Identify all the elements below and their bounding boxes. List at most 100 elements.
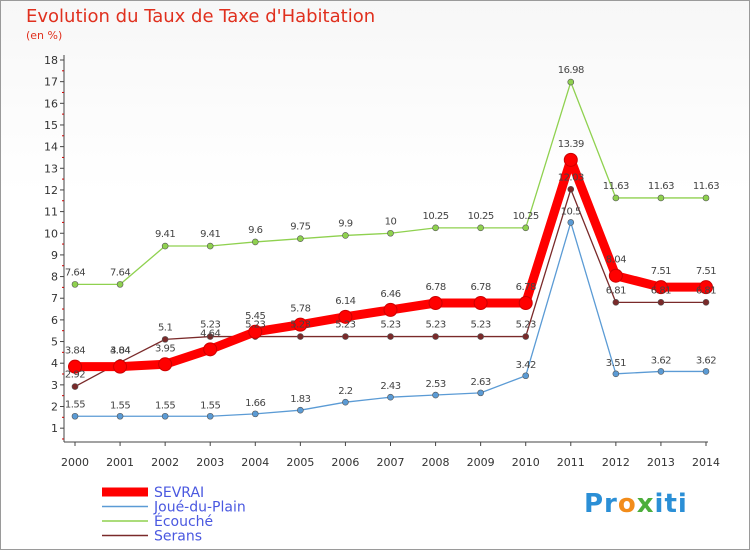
y-tick-label: 17 <box>44 76 58 89</box>
data-label: 5.23 <box>471 320 491 331</box>
data-point <box>161 336 169 343</box>
data-label: 2.43 <box>380 381 400 392</box>
data-label: 1.55 <box>110 400 130 411</box>
data-label: 2.53 <box>425 379 445 390</box>
data-point <box>251 410 259 418</box>
data-label: 10.25 <box>513 211 539 222</box>
data-label: 4.64 <box>200 328 220 339</box>
data-point <box>113 359 128 374</box>
data-point <box>338 309 353 324</box>
data-point <box>567 78 575 86</box>
data-label: 5.23 <box>245 320 265 331</box>
data-label: 9.6 <box>248 225 263 236</box>
data-point <box>432 391 439 399</box>
data-point <box>612 370 620 378</box>
data-label: 3.62 <box>651 355 671 366</box>
data-label: 3.42 <box>516 360 536 371</box>
data-point <box>116 412 124 420</box>
data-label: 3.51 <box>606 358 626 369</box>
y-tick-label: 6 <box>51 314 58 327</box>
proxiti-logo: Proxiti <box>584 489 688 519</box>
data-label: 5.23 <box>290 320 310 331</box>
x-tick-label: 2008 <box>422 456 450 469</box>
data-point <box>248 324 263 339</box>
data-label: 3.95 <box>155 343 175 354</box>
y-tick-label: 1 <box>51 422 58 435</box>
y-tick-label: 7 <box>51 292 58 305</box>
data-point <box>203 342 218 357</box>
data-label: 1.55 <box>200 400 220 411</box>
data-label: 5.45 <box>245 311 265 322</box>
data-label: 6.81 <box>696 285 716 296</box>
data-label: 7.64 <box>110 267 130 278</box>
legend-label: Joué-du-Plain <box>153 500 246 516</box>
data-point <box>387 333 394 340</box>
data-point <box>477 333 484 340</box>
data-point <box>251 238 259 246</box>
y-tick-label: 8 <box>51 271 58 284</box>
x-tick-label: 2006 <box>331 456 359 469</box>
data-label: 10.25 <box>423 211 449 222</box>
data-point <box>428 295 443 310</box>
data-point <box>432 333 439 340</box>
data-point <box>206 242 214 250</box>
x-tick-label: 2002 <box>151 456 179 469</box>
legend-label: Serans <box>154 529 202 545</box>
data-label: 2.2 <box>338 386 353 397</box>
data-point <box>702 299 710 306</box>
x-tick-label: 2013 <box>647 456 675 469</box>
data-label: 6.81 <box>606 285 626 296</box>
data-point <box>342 398 349 406</box>
data-label: 5.23 <box>200 320 220 331</box>
y-tick-label: 3 <box>51 379 58 392</box>
data-label: 7.64 <box>65 267 85 278</box>
data-point <box>563 152 578 167</box>
data-point <box>342 333 349 340</box>
data-point <box>702 194 710 202</box>
data-point <box>702 368 710 375</box>
data-point <box>657 194 665 202</box>
data-label: 6.78 <box>425 282 445 293</box>
data-label: 7.51 <box>651 266 671 277</box>
data-label: 5.23 <box>335 320 355 331</box>
y-tick-label: 13 <box>44 162 58 175</box>
y-tick-label: 9 <box>51 249 58 262</box>
data-point <box>387 229 394 237</box>
y-tick-label: 10 <box>44 227 58 240</box>
data-point <box>567 219 575 226</box>
data-point <box>116 281 124 288</box>
data-point <box>342 232 349 239</box>
y-tick-label: 14 <box>44 141 58 154</box>
y-tick-label: 4 <box>51 357 58 370</box>
data-label: 11.63 <box>648 181 674 192</box>
data-label: 5.23 <box>380 320 400 331</box>
data-label: 3.84 <box>65 346 85 357</box>
data-label: 1.66 <box>245 398 265 409</box>
data-point <box>158 357 173 372</box>
data-point <box>71 383 79 390</box>
x-tick-label: 2010 <box>512 456 540 469</box>
data-label: 5.1 <box>158 322 173 333</box>
data-point <box>522 372 530 380</box>
data-point <box>653 280 668 295</box>
x-tick-label: 2000 <box>61 456 89 469</box>
data-label: 12.03 <box>558 172 584 183</box>
data-label: 11.63 <box>603 181 629 192</box>
data-label: 5.23 <box>516 320 536 331</box>
data-point <box>612 194 620 202</box>
x-tick-label: 2009 <box>467 456 495 469</box>
data-label: 9.41 <box>200 229 220 240</box>
data-label: 9.75 <box>290 222 310 233</box>
data-label: 6.81 <box>651 285 671 296</box>
x-tick-label: 2012 <box>602 456 630 469</box>
chart-subtitle: (en %) <box>26 29 63 42</box>
x-tick-label: 2007 <box>377 456 405 469</box>
data-point <box>297 333 304 340</box>
data-label: 2.92 <box>65 370 85 381</box>
data-label: 1.83 <box>290 394 310 405</box>
data-label: 13.39 <box>558 139 584 150</box>
x-tick-label: 2003 <box>196 456 224 469</box>
data-point <box>297 235 304 242</box>
data-label: 1.55 <box>65 399 85 410</box>
data-point <box>71 412 79 420</box>
